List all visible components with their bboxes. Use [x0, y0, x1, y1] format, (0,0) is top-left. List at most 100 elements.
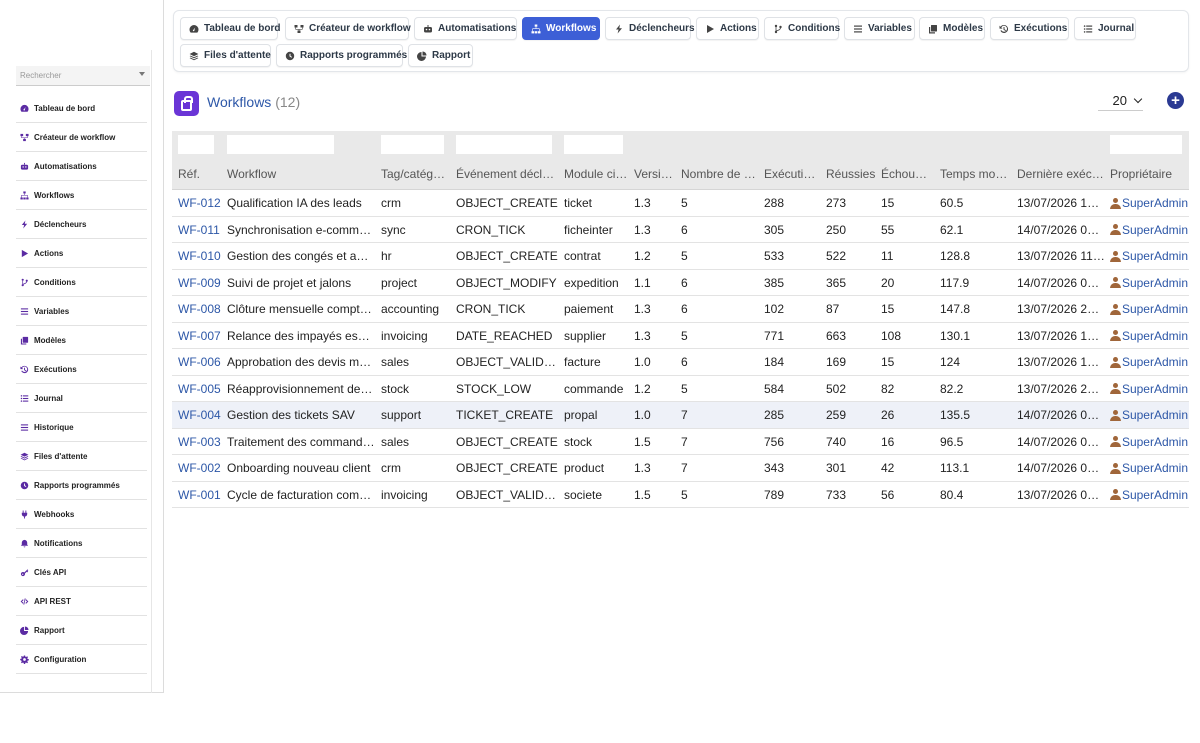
- column-header[interactable]: Réf.: [178, 167, 201, 181]
- per-page-select[interactable]: 20: [1098, 91, 1143, 111]
- sidebar-item-19[interactable]: Rapport: [16, 616, 147, 645]
- sidebar-item-9[interactable]: Modèles: [16, 326, 147, 355]
- tab-3[interactable]: Automatisations: [414, 17, 517, 40]
- sidebar-item-10[interactable]: Exécutions: [16, 355, 147, 384]
- search-select[interactable]: Rechercher: [16, 66, 150, 86]
- column-filter-input[interactable]: [564, 135, 623, 154]
- ref-link[interactable]: WF-006: [178, 355, 221, 369]
- owner-link[interactable]: SuperAdmin: [1110, 355, 1188, 369]
- sidebar-item-11[interactable]: Journal: [16, 384, 147, 413]
- add-workflow-button[interactable]: +: [1167, 92, 1184, 109]
- tab-1[interactable]: Tableau de bord: [180, 17, 281, 40]
- sidebar-item-2[interactable]: Créateur de workflow: [16, 123, 147, 152]
- owner-link[interactable]: SuperAdmin: [1110, 302, 1188, 316]
- column-filter-input[interactable]: [456, 135, 552, 154]
- column-filter-input[interactable]: [381, 135, 444, 154]
- table-row[interactable]: WF-005 Réapprovisionnement des stocks stoc…: [172, 376, 1189, 402]
- ref-link[interactable]: WF-008: [178, 302, 221, 316]
- table-cell: 60.5: [940, 196, 964, 210]
- ref-link[interactable]: WF-005: [178, 381, 221, 396]
- sidebar-item-18[interactable]: API REST: [16, 587, 147, 616]
- owner-link[interactable]: SuperAdmin: [1110, 435, 1188, 449]
- column-header[interactable]: Propriétaire: [1110, 167, 1173, 181]
- sidebar-item-1[interactable]: Tableau de bord: [16, 94, 147, 123]
- caret-down-icon[interactable]: [139, 72, 145, 76]
- owner-link[interactable]: SuperAdmin: [1110, 223, 1188, 237]
- ref-link[interactable]: WF-012: [178, 196, 221, 210]
- table-row[interactable]: WF-004 Gestion des tickets SAV support TICK…: [172, 402, 1189, 429]
- column-filter-input[interactable]: [227, 135, 334, 154]
- table-row[interactable]: WF-003 Traitement des commandes clients sa…: [172, 429, 1189, 455]
- table-cell: 62.1: [940, 222, 964, 237]
- column-header[interactable]: Échouées: [881, 167, 933, 181]
- sidebar-item-13[interactable]: Files d'attente: [16, 442, 147, 471]
- ref-link[interactable]: WF-009: [178, 275, 221, 290]
- table-cell: crm: [381, 196, 401, 210]
- table-row[interactable]: WF-009 Suivi de projet et jalons project OB…: [172, 270, 1189, 296]
- ref-link[interactable]: WF-010: [178, 249, 221, 263]
- sidebar-item-3[interactable]: Automatisations: [16, 152, 147, 181]
- table-row[interactable]: WF-002 Onboarding nouveau client crm OBJECT…: [172, 455, 1189, 482]
- tab-13[interactable]: Rapports programmés: [276, 44, 407, 67]
- tab-8[interactable]: Variables: [844, 17, 915, 40]
- tab-11[interactable]: Journal: [1074, 17, 1136, 40]
- ref-link[interactable]: WF-002: [178, 461, 221, 475]
- sidebar-item-16[interactable]: Notifications: [16, 529, 147, 558]
- tab-7[interactable]: Conditions: [764, 17, 840, 40]
- column-header[interactable]: Module cible: [564, 167, 628, 181]
- ref-link[interactable]: WF-003: [178, 434, 221, 449]
- owner-link[interactable]: SuperAdmin: [1110, 249, 1188, 263]
- table-cell: 42: [881, 461, 895, 475]
- table-row[interactable]: WF-006 Approbation des devis multi-niveau…: [172, 349, 1189, 376]
- sidebar-item-20[interactable]: Configuration: [16, 645, 147, 674]
- sidebar-item-12[interactable]: Historique: [16, 413, 147, 442]
- owner-link[interactable]: SuperAdmin: [1110, 329, 1188, 343]
- tab-2[interactable]: Créateur de workflow: [285, 17, 411, 40]
- column-header[interactable]: Dernière exécution: [1017, 167, 1105, 181]
- column-filter-input[interactable]: [1110, 135, 1182, 154]
- ref-link[interactable]: WF-004: [178, 408, 221, 422]
- tab-6[interactable]: Actions: [696, 17, 759, 40]
- sidebar-item-7[interactable]: Conditions: [16, 268, 147, 297]
- table-cell: 5: [681, 249, 688, 263]
- column-header[interactable]: Réussies: [826, 167, 876, 181]
- column-header[interactable]: Nombre de nœuds: [681, 167, 759, 181]
- column-header[interactable]: Exécutions: [764, 167, 822, 181]
- owner-link[interactable]: SuperAdmin: [1110, 408, 1188, 422]
- column-filter-input[interactable]: [178, 135, 214, 154]
- owner-link[interactable]: SuperAdmin: [1110, 488, 1188, 502]
- sidebar-item-15[interactable]: Webhooks: [16, 500, 147, 529]
- table-row[interactable]: WF-008 Clôture mensuelle comptable account…: [172, 296, 1189, 323]
- sidebar-item-6[interactable]: Actions: [16, 239, 147, 268]
- sidebar-item-14[interactable]: Rapports programmés: [16, 471, 147, 500]
- column-header[interactable]: Temps moyen: [940, 167, 1012, 181]
- owner-link[interactable]: SuperAdmin: [1110, 196, 1188, 210]
- table-row[interactable]: WF-012 Qualification IA des leads crm OBJEC…: [172, 190, 1189, 217]
- sidebar-item-17[interactable]: Clés API: [16, 558, 147, 587]
- column-header[interactable]: Tag/catégorie: [381, 167, 451, 181]
- table-row[interactable]: WF-011 Synchronisation e-commerce sync CRON…: [172, 217, 1189, 243]
- ref-link[interactable]: WF-001: [178, 487, 221, 502]
- table-row[interactable]: WF-001 Cycle de facturation complet invoic…: [172, 482, 1189, 508]
- tab-10[interactable]: Exécutions: [990, 17, 1069, 40]
- owner-name: SuperAdmin: [1121, 461, 1188, 475]
- ref-link[interactable]: WF-011: [178, 222, 220, 237]
- owner-link[interactable]: SuperAdmin: [1110, 382, 1188, 396]
- sidebar-item-4[interactable]: Workflows: [16, 181, 147, 210]
- column-header[interactable]: Workflow: [227, 167, 277, 181]
- tab-4[interactable]: Workflows: [522, 17, 600, 40]
- column-header[interactable]: Événement déclencheur: [456, 167, 558, 181]
- tab-12[interactable]: Files d'attente: [180, 44, 271, 67]
- tab-9[interactable]: Modèles: [919, 17, 985, 40]
- sidebar-item-5[interactable]: Déclencheurs: [16, 210, 147, 239]
- sidebar-item-8[interactable]: Variables: [16, 297, 147, 326]
- table-row[interactable]: WF-007 Relance des impayés escaladée invoi…: [172, 323, 1189, 349]
- ref-link[interactable]: WF-007: [178, 328, 221, 343]
- owner-link[interactable]: SuperAdmin: [1110, 461, 1188, 475]
- tab-14[interactable]: Rapport: [408, 44, 473, 67]
- table-cell: invoicing: [381, 328, 428, 343]
- table-row[interactable]: WF-010 Gestion des congés et absences hr OB…: [172, 243, 1189, 270]
- owner-link[interactable]: SuperAdmin: [1110, 276, 1188, 290]
- column-header[interactable]: Version: [634, 167, 674, 181]
- tab-5[interactable]: Déclencheurs: [605, 17, 695, 40]
